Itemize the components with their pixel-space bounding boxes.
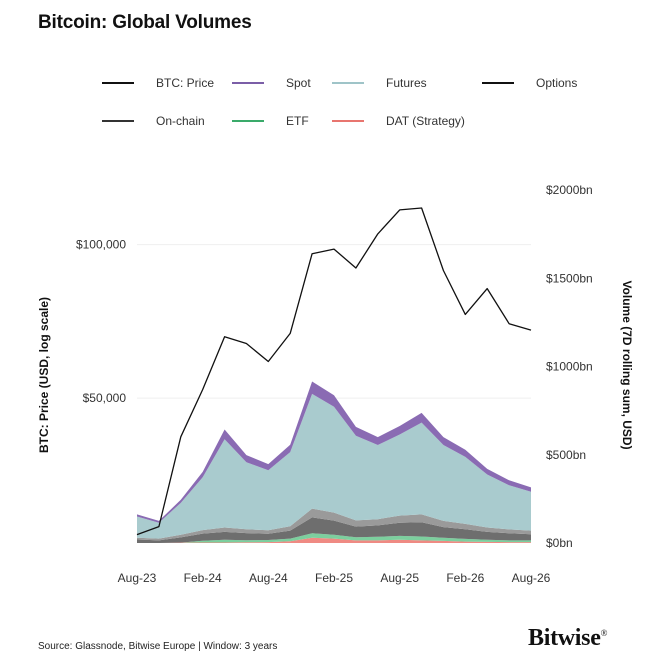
legend-label-price: BTC: Price bbox=[156, 76, 215, 90]
right-tick-label: $1500bn bbox=[546, 271, 593, 285]
source-note: Source: Glassnode, Bitwise Europe | Wind… bbox=[38, 641, 278, 652]
legend-item-price: BTC: Price bbox=[102, 76, 214, 90]
area-etf bbox=[137, 533, 531, 543]
area-options bbox=[137, 508, 531, 541]
brand-logo: Bitwise® bbox=[528, 625, 608, 651]
legend-label-spot: Spot bbox=[286, 76, 311, 90]
right-tick-label: $1000bn bbox=[546, 360, 593, 374]
legend-item-onchain: On-chain bbox=[102, 114, 205, 128]
legend-label-dat: DAT (Strategy) bbox=[386, 114, 465, 128]
legend-item-dat: DAT (Strategy) bbox=[332, 114, 465, 128]
area-spot bbox=[137, 381, 531, 523]
left-tick-label: $50,000 bbox=[83, 391, 127, 405]
legend-label-etf: ETF bbox=[286, 114, 309, 128]
legend: BTC: Price Spot Futures Options On-chain… bbox=[0, 70, 671, 140]
legend-label-futures: Futures bbox=[386, 76, 427, 90]
x-tick-label: Aug-24 bbox=[249, 571, 288, 585]
x-tick-label: Feb-24 bbox=[184, 571, 222, 585]
area-futures bbox=[137, 393, 531, 539]
y-axis-left-label: BTC: Price (USD, log scale) bbox=[37, 296, 51, 454]
legend-item-spot: Spot bbox=[232, 76, 311, 90]
legend-label-onchain: On-chain bbox=[156, 114, 205, 128]
x-tick-label: Aug-26 bbox=[512, 571, 551, 585]
left-tick-label: $100,000 bbox=[76, 238, 126, 252]
right-tick-label: $500bn bbox=[546, 448, 586, 462]
right-tick-label: $2000bn bbox=[546, 183, 593, 197]
legend-swatch-futures bbox=[332, 82, 364, 84]
legend-item-futures: Futures bbox=[332, 76, 427, 90]
chart-title: Bitcoin: Global Volumes bbox=[38, 12, 252, 33]
y-axis-right-label: Volume (7D rolling sum, USD) bbox=[620, 280, 634, 450]
x-tick-label: Aug-23 bbox=[118, 571, 157, 585]
area-on-chain bbox=[137, 517, 531, 543]
legend-swatch-spot bbox=[232, 82, 264, 84]
legend-swatch-price bbox=[102, 82, 134, 84]
x-tick-label: Feb-25 bbox=[315, 571, 353, 585]
legend-swatch-onchain bbox=[102, 120, 134, 122]
area-dat-strategy- bbox=[137, 537, 531, 543]
legend-item-etf: ETF bbox=[232, 114, 309, 128]
x-tick-label: Aug-25 bbox=[380, 571, 419, 585]
legend-label-options: Options bbox=[536, 76, 578, 90]
legend-item-options: Options bbox=[482, 76, 577, 90]
price-line bbox=[136, 207, 532, 536]
legend-swatch-dat bbox=[332, 120, 364, 122]
right-tick-label: $0bn bbox=[546, 536, 573, 550]
legend-swatch-etf bbox=[232, 120, 264, 122]
x-tick-label: Feb-26 bbox=[446, 571, 484, 585]
legend-swatch-options bbox=[482, 82, 514, 84]
